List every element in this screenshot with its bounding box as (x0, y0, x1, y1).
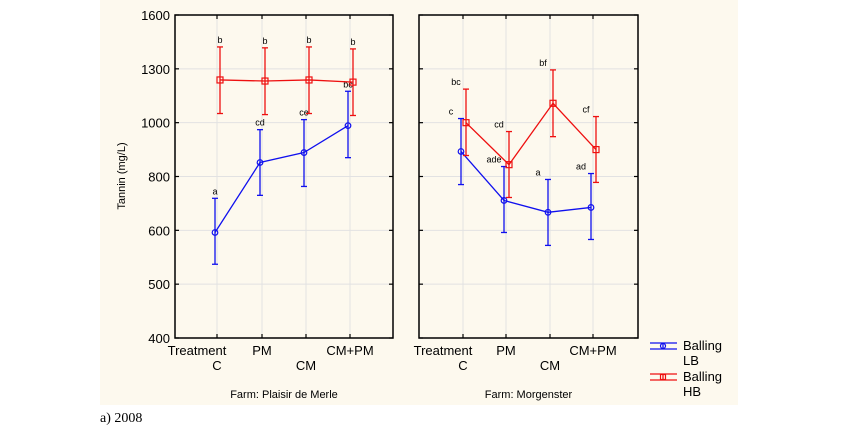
y-tick-label: 400 (148, 331, 170, 346)
data-point-square (549, 99, 557, 107)
significance-label: ade (486, 155, 501, 165)
data-point-circle (211, 229, 219, 236)
significance-label: bc (451, 77, 461, 87)
y-tick-label: 800 (148, 170, 170, 185)
y-tick-label: 600 (148, 223, 170, 238)
x-tick-label: C (212, 358, 221, 373)
series-line-lb (460, 151, 592, 213)
data-point-circle (344, 122, 352, 130)
legend-label: HB (683, 384, 701, 399)
significance-label: b (306, 35, 311, 45)
data-point-square (592, 145, 600, 154)
significance-label: b (350, 37, 355, 47)
x-tick-label: CM+PM (569, 343, 616, 358)
data-point-square (305, 76, 313, 84)
significance-label: a (535, 167, 540, 177)
series-line-hb (465, 102, 597, 166)
data-point-circle (457, 148, 465, 155)
data-point-circle (544, 208, 552, 216)
significance-label: bf (539, 58, 547, 68)
data-point-circle (500, 197, 508, 204)
data-point-circle (300, 149, 308, 156)
x-tick-label: PM (252, 343, 272, 358)
legend-label: LB (683, 353, 699, 368)
plot-frame (174, 14, 394, 339)
figure-caption: a) 2008 (100, 411, 143, 426)
significance-label: ce (299, 108, 309, 118)
significance-label: a (212, 186, 217, 196)
significance-label: bc (343, 79, 353, 89)
x-tick-label: CM (296, 358, 316, 373)
x-tick-label: PM (496, 343, 516, 358)
x-tick-label: CM (540, 358, 560, 373)
significance-label: cd (255, 118, 265, 128)
panel-title: Farm: Morgenster (485, 389, 573, 401)
data-point-square (261, 77, 269, 85)
data-point-square (349, 78, 357, 86)
data-point-square (505, 161, 513, 169)
legend-marker-circle (659, 342, 667, 350)
panel-title: Farm: Plaisir de Merle (230, 389, 338, 401)
x-tick-label: Treatment (414, 343, 473, 358)
significance-label: cd (494, 120, 504, 130)
y-tick-label: 500 (148, 277, 170, 292)
y-tick-label: 1600 (141, 8, 170, 23)
series-line-lb (214, 125, 349, 233)
plot-frame (418, 14, 639, 339)
data-point-circle (256, 159, 264, 166)
x-tick-label: CM+PM (326, 343, 373, 358)
significance-label: cf (582, 105, 590, 115)
y-axis-label: Tannin (mg/L) (116, 142, 128, 209)
y-tick-label: 1000 (141, 116, 170, 131)
significance-label: b (217, 35, 222, 45)
x-tick-label: C (458, 358, 467, 373)
data-point-square (462, 119, 470, 127)
significance-label: c (449, 107, 454, 117)
x-tick-label: Treatment (168, 343, 227, 358)
series-line-hb (219, 79, 354, 83)
legend-label: Balling (683, 338, 722, 353)
data-point-circle (587, 204, 595, 211)
data-point-square (216, 76, 224, 84)
legend-label: Balling (683, 369, 722, 384)
y-tick-label: 1300 (141, 62, 170, 77)
legend-marker-square (659, 373, 667, 381)
significance-label: ad (576, 162, 586, 172)
significance-label: b (262, 36, 267, 46)
